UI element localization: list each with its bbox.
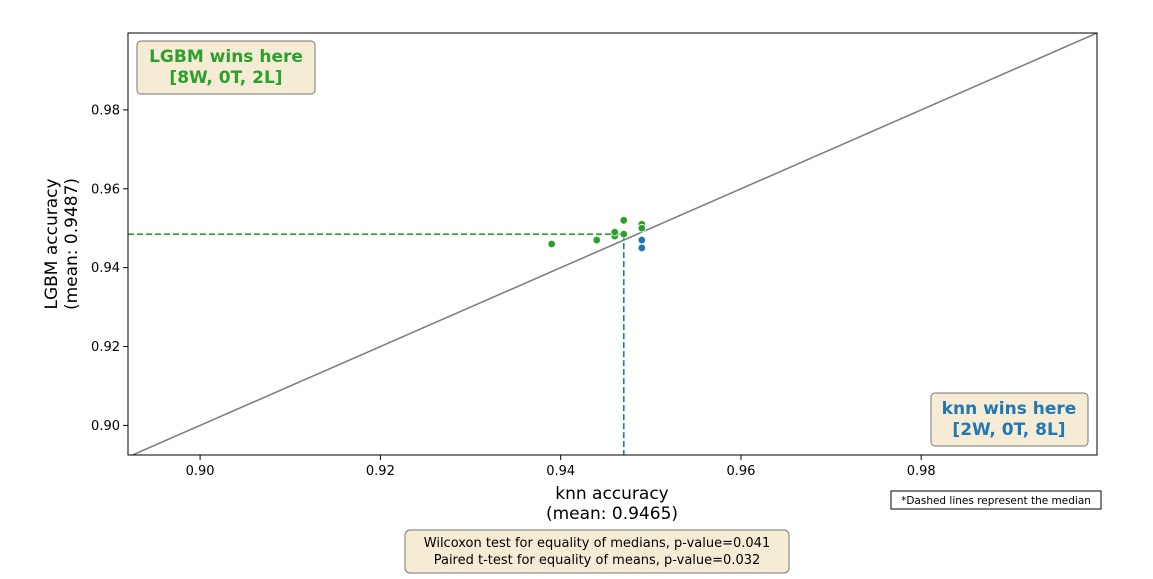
stats-box: Wilcoxon test for equality of medians, p…: [404, 529, 790, 574]
y-axis-ticks: 0.90 0.92 0.94 0.96 0.98: [91, 103, 128, 434]
knn-wins-title: knn wins here: [942, 399, 1077, 419]
x-tick-label: 0.90: [186, 464, 215, 479]
y-tick-label: 0.96: [91, 182, 120, 197]
data-point-s0-6: [637, 224, 646, 233]
x-tick-label: 0.96: [726, 464, 755, 479]
y-tick-label: 0.90: [91, 419, 120, 434]
ttest-result: Paired t-test for equality of means, p-v…: [434, 553, 761, 568]
lgbm-wins-box: LGBM wins here [8W, 0T, 2L]: [136, 40, 316, 95]
lgbm-wins-box-background: [136, 40, 316, 95]
stats-box-background: [404, 529, 790, 574]
y-axis-label-line1: LGBM accuracy: [42, 178, 62, 309]
x-tick-label: 0.92: [366, 464, 395, 479]
y-axis-label-line2: (mean: 0.9487): [62, 178, 82, 310]
x-axis-ticks: 0.90 0.92 0.94 0.96 0.98: [186, 455, 936, 479]
median-note: *Dashed lines represent the median: [890, 490, 1102, 510]
x-axis-label-line2: (mean: 0.9465): [546, 504, 678, 524]
plot-frame: [127, 32, 1098, 456]
data-point-s1-0: [637, 235, 646, 245]
knn-wins-record: [2W, 0T, 8L]: [952, 420, 1065, 440]
diagonal-line: [130, 33, 1097, 455]
y-axis-label: LGBM accuracy (mean: 0.9487): [42, 178, 82, 310]
plot-content: [128, 33, 1097, 455]
lgbm-wins-record: [8W, 0T, 2L]: [169, 68, 282, 88]
x-tick-label: 0.98: [907, 464, 936, 479]
data-point-s1-1: [637, 243, 646, 253]
data-points: [547, 216, 646, 253]
y-tick-label: 0.98: [91, 103, 120, 118]
data-point-s0-0: [547, 239, 556, 249]
data-point-s0-7: [619, 229, 628, 239]
knn-wins-box-background: [930, 392, 1089, 447]
wilcoxon-result: Wilcoxon test for equality of medians, p…: [424, 536, 770, 551]
data-point-s0-1: [592, 235, 601, 245]
data-point-s0-3: [610, 227, 619, 237]
x-tick-label: 0.94: [546, 464, 575, 479]
y-tick-label: 0.94: [91, 261, 120, 276]
y-tick-label: 0.92: [91, 340, 120, 355]
median-note-border: [890, 490, 1102, 510]
knn-wins-box: knn wins here [2W, 0T, 8L]: [930, 392, 1089, 447]
median-note-text: *Dashed lines represent the median: [901, 495, 1091, 507]
x-axis-label-line1: knn accuracy: [555, 484, 669, 504]
data-point-s0-4: [619, 216, 628, 225]
lgbm-wins-title: LGBM wins here: [149, 47, 303, 67]
